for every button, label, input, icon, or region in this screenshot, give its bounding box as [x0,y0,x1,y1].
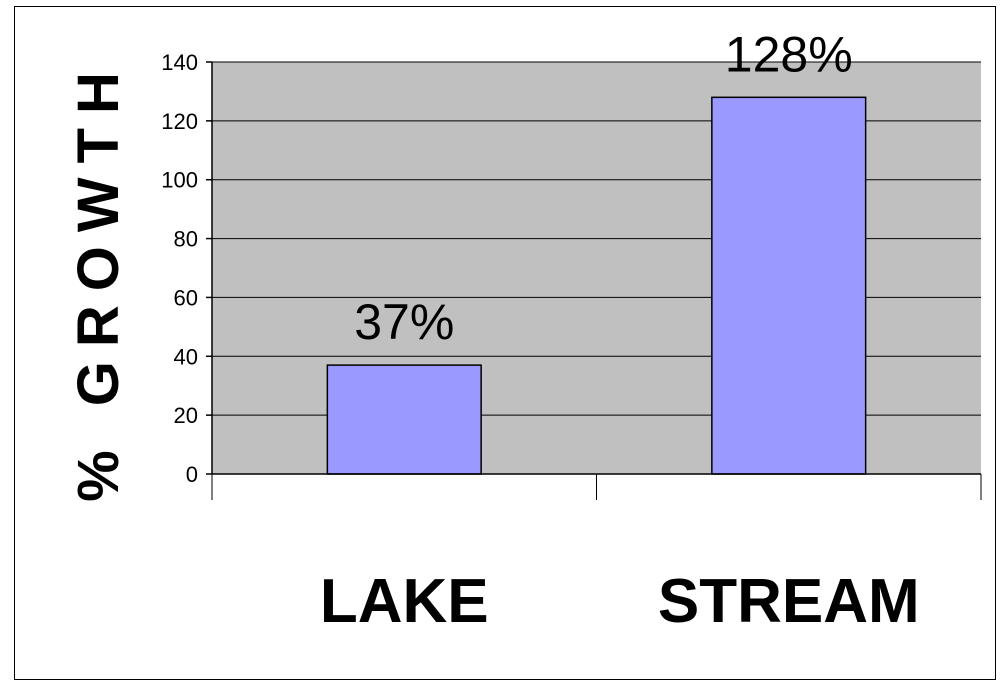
y-tick-label-20: 20 [174,403,198,428]
y-tick-label-0: 0 [186,462,198,487]
y-axis-title: % GROWTH [66,58,131,502]
bar-stream [711,96,867,475]
axes [206,61,982,500]
data-label-stream: 128% [725,26,853,82]
y-tick-label-100: 100 [161,168,198,193]
y-tick-label-140: 140 [161,50,198,75]
bar-lake [326,364,482,475]
labels: 0 20 40 60 80 100 120 140 37% LAKE 128% STREAM [161,26,919,636]
y-tick-label-120: 120 [161,109,198,134]
data-label-lake: 37% [354,294,454,350]
y-tick-label-80: 80 [174,227,198,252]
y-tick-label-60: 60 [174,285,198,310]
category-label-lake: LAKE [320,567,489,636]
y-tick-label-40: 40 [174,344,198,369]
category-label-stream: STREAM [658,567,920,636]
